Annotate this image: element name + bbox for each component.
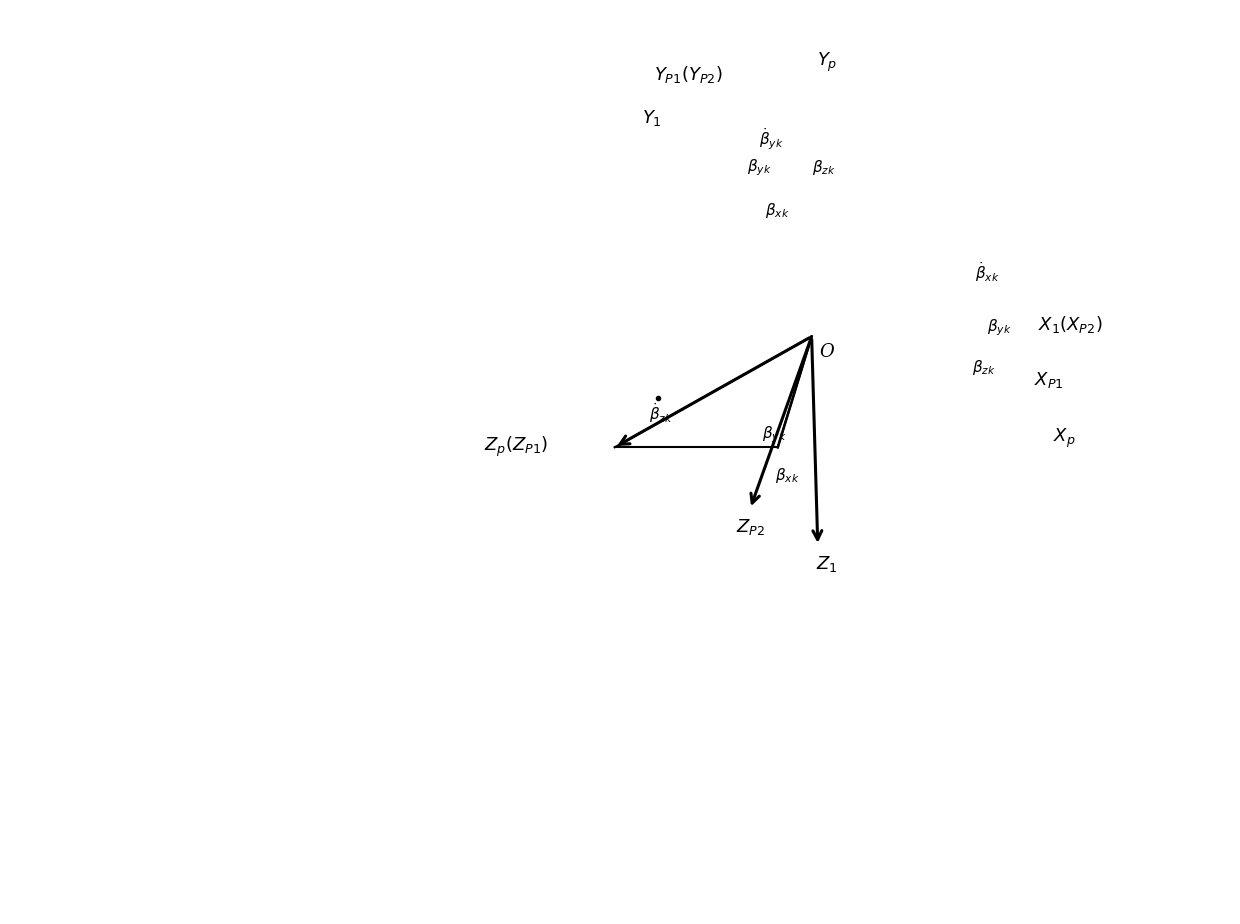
Text: $\dot{\beta}_{yk}$: $\dot{\beta}_{yk}$ xyxy=(759,127,784,152)
Text: $Z_{P2}$: $Z_{P2}$ xyxy=(735,517,765,538)
Text: $\beta_{xk}$: $\beta_{xk}$ xyxy=(765,201,790,220)
Text: $\dot{\beta}_{zk}$: $\dot{\beta}_{zk}$ xyxy=(649,402,673,425)
Text: $\dot{\beta}_{xk}$: $\dot{\beta}_{xk}$ xyxy=(975,260,999,284)
Text: $Y_{P1}(Y_{P2})$: $Y_{P1}(Y_{P2})$ xyxy=(655,65,723,85)
Text: $\beta_{yk}$: $\beta_{yk}$ xyxy=(763,425,787,445)
Text: $X_{P1}$: $X_{P1}$ xyxy=(1034,370,1064,390)
Text: $\beta_{zk}$: $\beta_{zk}$ xyxy=(972,358,996,377)
Text: $\beta_{yk}$: $\beta_{yk}$ xyxy=(746,157,771,177)
Text: $X_1(X_{P2})$: $X_1(X_{P2})$ xyxy=(1038,313,1102,334)
Text: $\beta_{zk}$: $\beta_{zk}$ xyxy=(812,158,836,176)
Text: $\beta_{yk}$: $\beta_{yk}$ xyxy=(987,317,1012,337)
Text: $X_p$: $X_p$ xyxy=(1053,427,1075,450)
Text: O: O xyxy=(820,343,835,361)
Text: $Y_p$: $Y_p$ xyxy=(817,51,837,74)
Text: $Z_p(Z_{P1})$: $Z_p(Z_{P1})$ xyxy=(484,435,548,459)
Text: $Z_1$: $Z_1$ xyxy=(816,554,838,575)
Text: $\beta_{xk}$: $\beta_{xk}$ xyxy=(775,466,800,484)
Text: $Y_1$: $Y_1$ xyxy=(641,108,661,128)
